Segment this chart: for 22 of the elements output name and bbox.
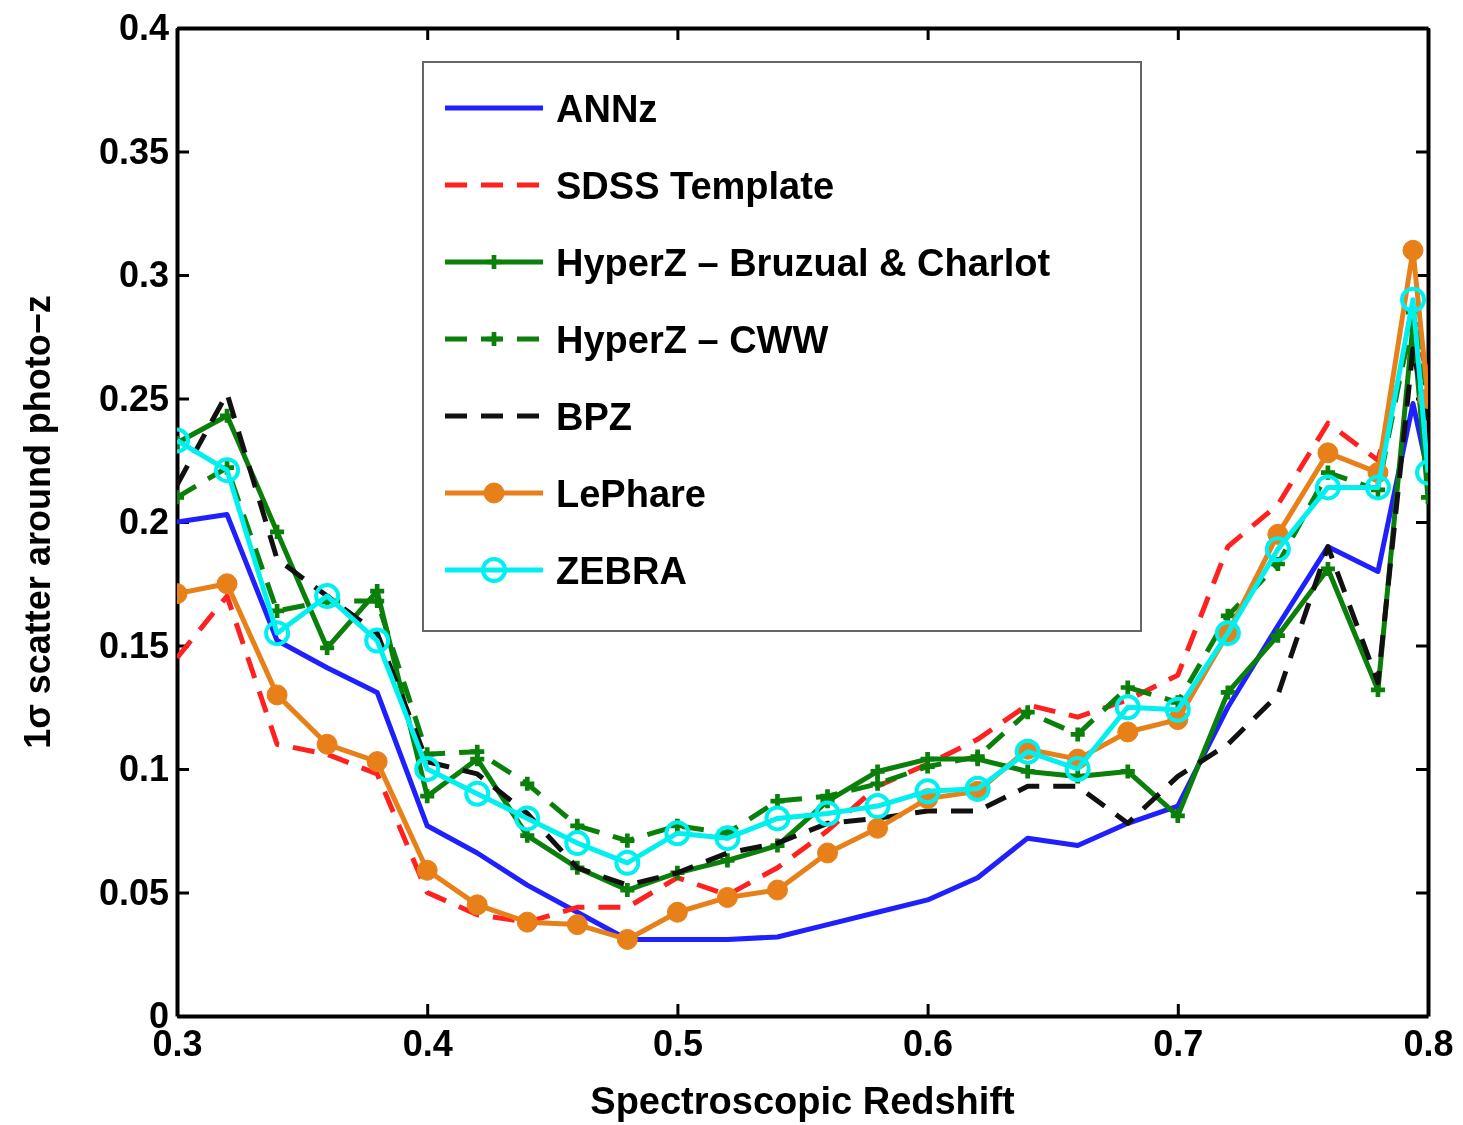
y-tick-label: 0.1 [118,748,169,790]
x-axis-title: Spectroscopic Redshift [590,1080,1016,1122]
x-tick-label: 0.6 [903,1022,954,1064]
legend-label: ANNz [556,88,658,130]
y-tick-label: 0.2 [118,501,169,543]
legend-label: BPZ [556,396,632,438]
x-tick-label: 0.4 [402,1022,453,1064]
legend-label: SDSS Template [556,165,835,207]
y-axis-title: 1σ scatter around photo−z [17,295,58,749]
y-tick-label: 0.05 [98,871,169,913]
y-tick-label: 0.35 [98,130,169,172]
x-tick-label: 0.8 [1403,1022,1454,1064]
y-tick-label: 0.3 [118,254,169,296]
legend-label: HyperZ – Bruzual & Charlot [556,242,1051,284]
y-tick-label: 0.25 [98,377,169,419]
x-tick-label: 0.7 [1153,1022,1204,1064]
legend-label: ZEBRA [556,550,687,592]
y-tick-label: 0.15 [98,624,169,666]
legend-label: LePhare [556,473,706,515]
legend-label: HyperZ – CWW [556,319,829,361]
x-tick-label: 0.5 [652,1022,703,1064]
y-tick-label: 0.4 [118,7,169,49]
